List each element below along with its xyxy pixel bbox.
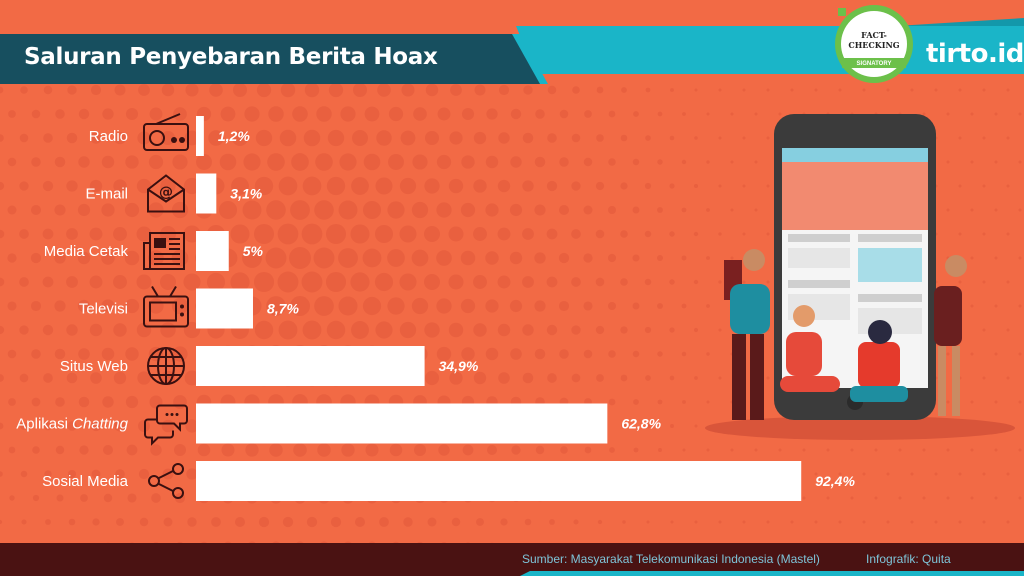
credit-note: Infografik: Quita: [866, 552, 951, 566]
radio-icon: [143, 113, 189, 151]
category-label: Media Cetak: [44, 243, 129, 260]
value-label: 5%: [243, 243, 264, 259]
value-label: 1,2%: [218, 128, 250, 144]
bar-row: Radio 1,2%: [89, 113, 250, 156]
bar: [196, 346, 425, 386]
bar: [196, 403, 608, 444]
television-icon: [143, 285, 189, 328]
bar: [196, 288, 253, 329]
bar-row: Televisi 8,7%: [79, 285, 299, 329]
badge-label: SIGNATORY: [856, 61, 892, 67]
category-label: Radio: [89, 128, 128, 145]
value-label: 3,1%: [230, 186, 262, 202]
category-label: Sosial Media: [42, 473, 129, 490]
svg-text:@: @: [159, 185, 173, 201]
value-label: 8,7%: [267, 301, 299, 317]
bar-chart: Radio 1,2% E-mail @3,1% Media Cetak 5% Televis…: [16, 113, 855, 501]
title-banner-inner: [0, 34, 540, 84]
source-note: Sumber: Masyarakat Telekomunikasi Indone…: [522, 552, 820, 566]
value-label: 62,8%: [621, 416, 661, 432]
bar-row: Sosial Media 92,4%: [42, 461, 855, 501]
category-label: Situs Web: [60, 358, 128, 375]
bar: [196, 173, 217, 214]
bar: [196, 116, 204, 156]
newspaper-icon: [143, 232, 185, 270]
bar-row: Media Cetak 5%: [44, 231, 264, 271]
chat-icon: [144, 404, 188, 446]
badge-title: FACT-CHECKING: [848, 30, 900, 50]
bar: [196, 461, 802, 501]
footer-bar: [0, 543, 1024, 576]
share-icon: [148, 463, 184, 499]
email-icon: @: [147, 174, 185, 213]
tirto-logo[interactable]: tirto.id: [926, 39, 1024, 69]
bar-row: E-mail @3,1%: [85, 173, 263, 214]
people-phone-illustration: [705, 114, 1015, 440]
bar-row: Situs Web 34,9%: [60, 346, 479, 386]
value-label: 34,9%: [439, 358, 479, 374]
category-label: E-mail: [85, 186, 128, 203]
fact-checking-badge: [835, 5, 913, 83]
category-label: Aplikasi Chatting: [16, 416, 128, 433]
bar: [196, 231, 229, 271]
page-title: Saluran Penyebaran Berita Hoax: [24, 44, 438, 70]
category-label: Televisi: [79, 301, 128, 318]
globe-icon: [147, 347, 185, 385]
value-label: 92,4%: [815, 473, 855, 489]
bar-row: Aplikasi Chatting 62,8%: [16, 403, 662, 446]
